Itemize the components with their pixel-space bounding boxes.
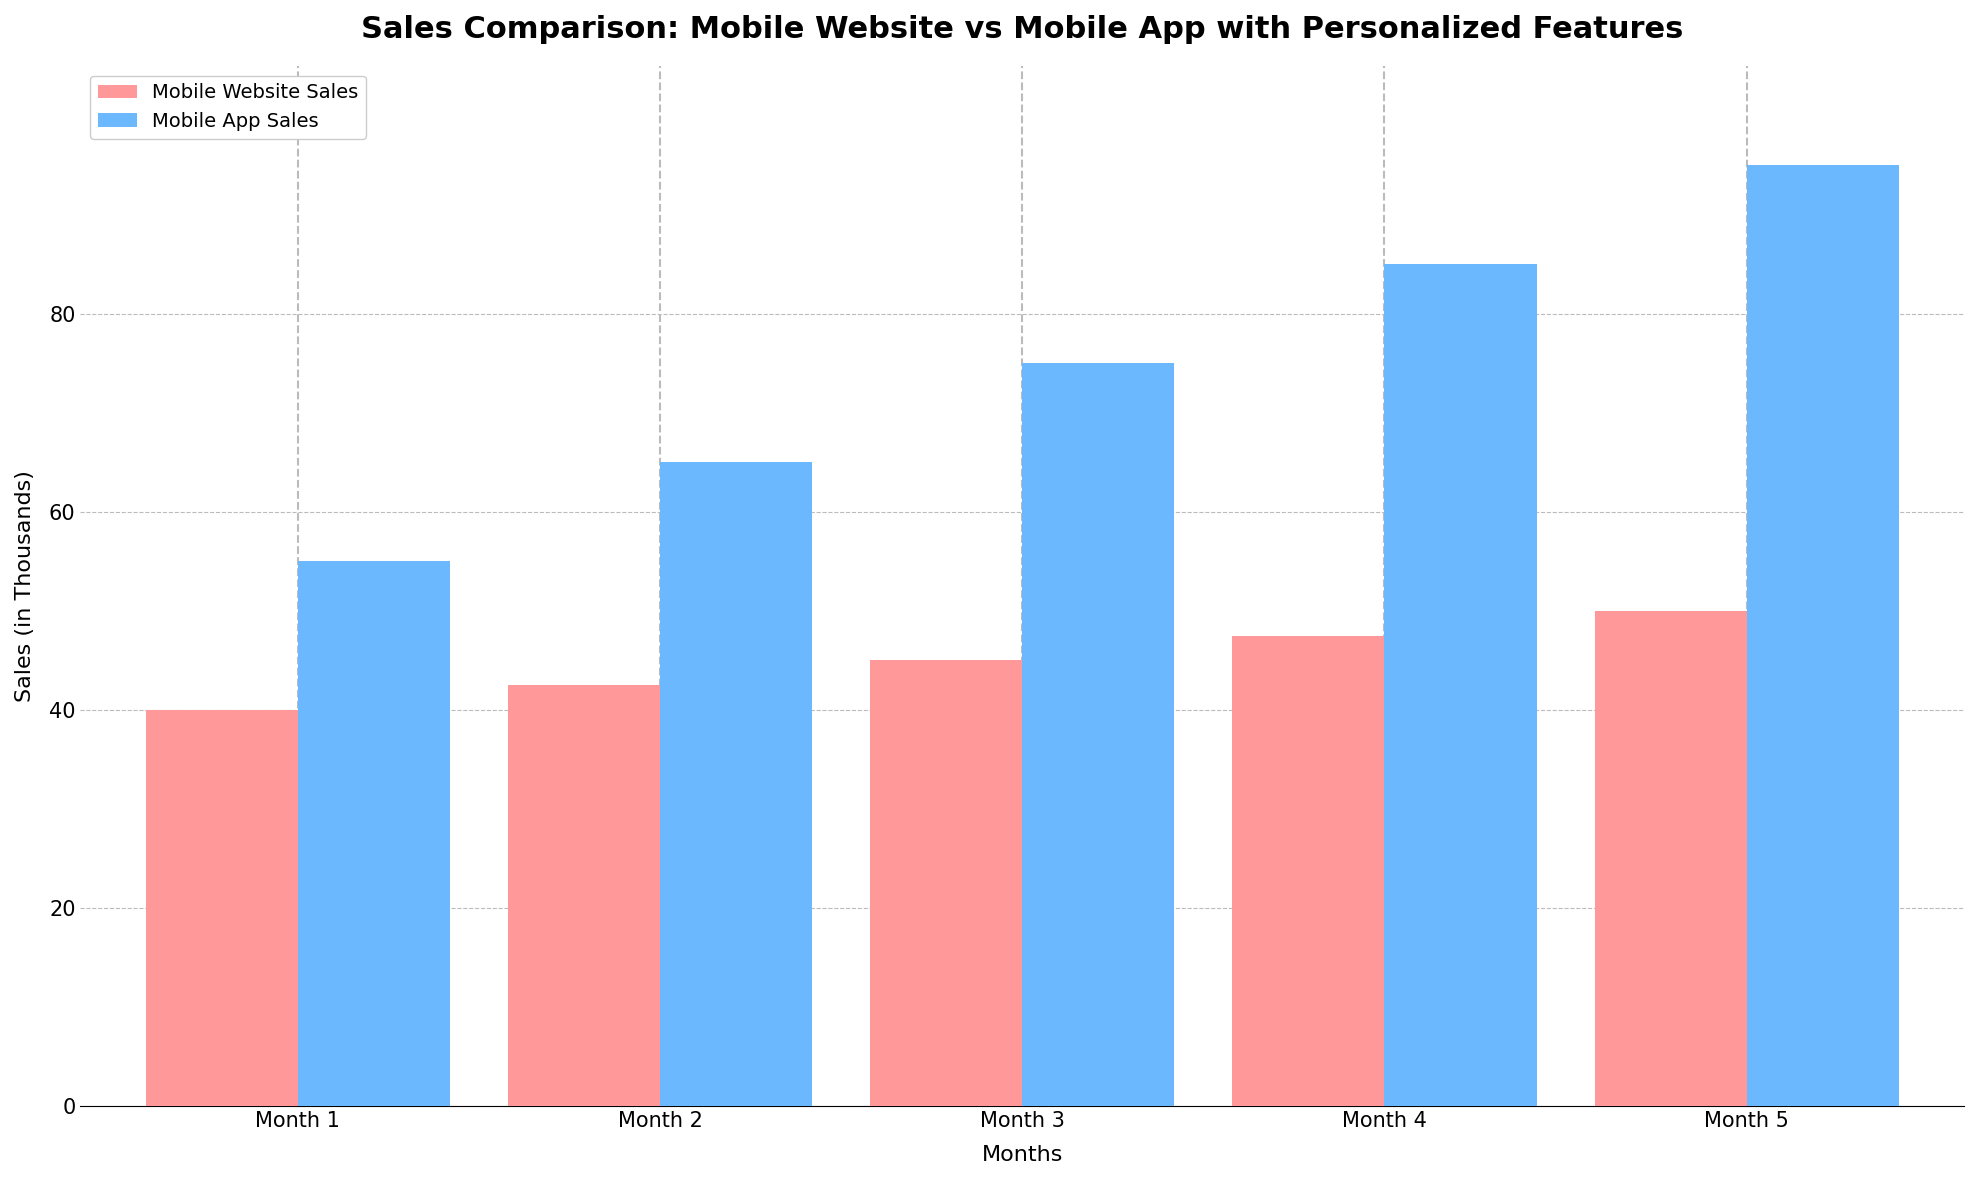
Bar (1233, 636, 1385, 1107)
Bar (1385, 264, 1536, 1107)
Y-axis label: Sales (in Thousands): Sales (in Thousands) (16, 470, 36, 702)
Bar (297, 562, 449, 1107)
Bar (1747, 165, 1898, 1107)
Legend: Mobile Website Sales, Mobile App Sales: Mobile Website Sales, Mobile App Sales (91, 76, 366, 139)
Bar (509, 686, 659, 1107)
Bar (1023, 363, 1174, 1107)
Bar (1595, 611, 1747, 1107)
Bar (659, 463, 811, 1107)
Title: Sales Comparison: Mobile Website vs Mobile App with Personalized Features: Sales Comparison: Mobile Website vs Mobi… (360, 15, 1684, 44)
Bar (871, 661, 1023, 1107)
Bar (146, 710, 297, 1107)
X-axis label: Months: Months (982, 1145, 1063, 1165)
